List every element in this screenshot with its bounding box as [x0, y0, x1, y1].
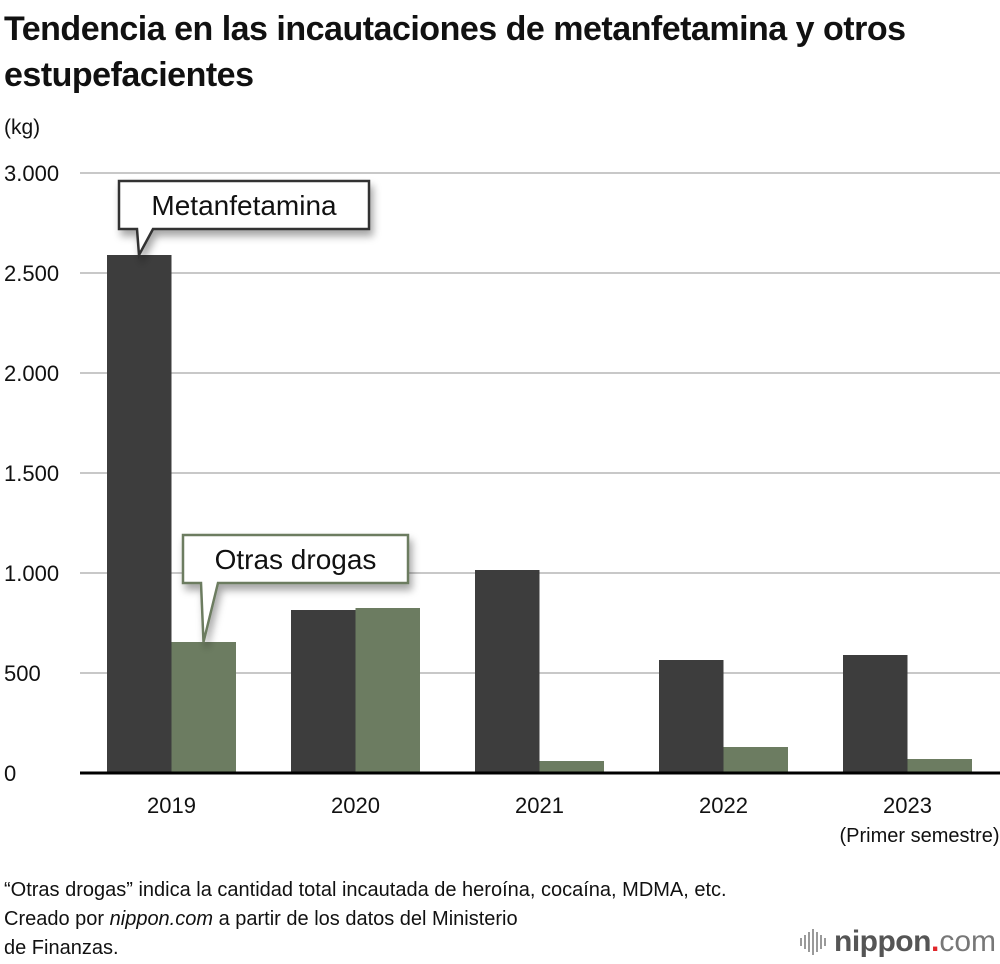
- x-tick-sublabel: (Primer semestre): [839, 825, 999, 847]
- bar-otras-drogas-2022: [723, 747, 788, 773]
- logo-name: nippon: [834, 925, 931, 958]
- logo-sound-bars-icon: [800, 929, 826, 955]
- y-tick-label: 500: [4, 661, 41, 686]
- credit-prefix: Creado por: [4, 908, 110, 930]
- credit-suffix: a partir de los datos del Ministerio: [213, 908, 518, 930]
- callout-otras-drogas: Otras drogas: [181, 533, 410, 643]
- x-axis-labels: 2019 2020 2021 2022 2023 (Primer semestre): [147, 793, 999, 847]
- nippon-logo: nippon. com: [800, 925, 996, 959]
- bar-otras-drogas-2023: [907, 759, 972, 773]
- x-tick-label: 2021: [515, 793, 564, 818]
- x-tick-label: 2022: [699, 793, 748, 818]
- y-tick-label: 1.000: [4, 561, 59, 586]
- footnote: “Otras drogas” indica la cantidad total …: [4, 876, 727, 963]
- bar-metanfetamina-2023: [843, 655, 908, 773]
- bar-otras-drogas-2019: [171, 642, 236, 773]
- logo-tld: com: [939, 925, 996, 958]
- y-tick-label: 1.500: [4, 461, 59, 486]
- bar-otras-drogas-2020: [355, 608, 420, 773]
- bar-metanfetamina-2022: [659, 660, 724, 773]
- gridlines: [80, 172, 1000, 674]
- y-axis-ticks: 0 500 1.000 1.500 2.000 2.500 3.000: [4, 161, 59, 786]
- bar-otras-drogas-2021: [539, 761, 604, 773]
- x-tick-label: 2019: [147, 793, 196, 818]
- bar-metanfetamina-2019: [107, 255, 172, 773]
- callouts: Metanfetamina Otras drogas: [117, 179, 410, 643]
- footnote-credit: Creado por nippon.com a partir de los da…: [4, 905, 727, 934]
- callout-box: [117, 179, 371, 260]
- footnote-credit-line2: de Finanzas.: [4, 937, 119, 959]
- y-tick-label: 2.000: [4, 361, 59, 386]
- bar-metanfetamina-2020: [291, 610, 356, 773]
- callout-metanfetamina: Metanfetamina: [117, 179, 371, 260]
- callout-label: Otras drogas: [215, 544, 377, 575]
- bars: [107, 255, 972, 773]
- credit-source: nippon.com: [109, 908, 214, 930]
- x-tick-label: 2020: [331, 793, 380, 818]
- callout-box: [181, 533, 410, 643]
- y-tick-label: 2.500: [4, 261, 59, 286]
- y-tick-label: 3.000: [4, 161, 59, 186]
- logo-dot: .: [930, 925, 940, 958]
- x-tick-label: 2023: [883, 793, 932, 818]
- y-axis-unit: (kg): [4, 116, 41, 139]
- chart-title: Tendencia en las incautaciones de metanf…: [4, 10, 906, 94]
- callout-label: Metanfetamina: [151, 190, 337, 221]
- footnote-note: “Otras drogas” indica la cantidad total …: [4, 879, 727, 901]
- y-tick-label: 0: [4, 761, 16, 786]
- bar-metanfetamina-2021: [475, 570, 540, 773]
